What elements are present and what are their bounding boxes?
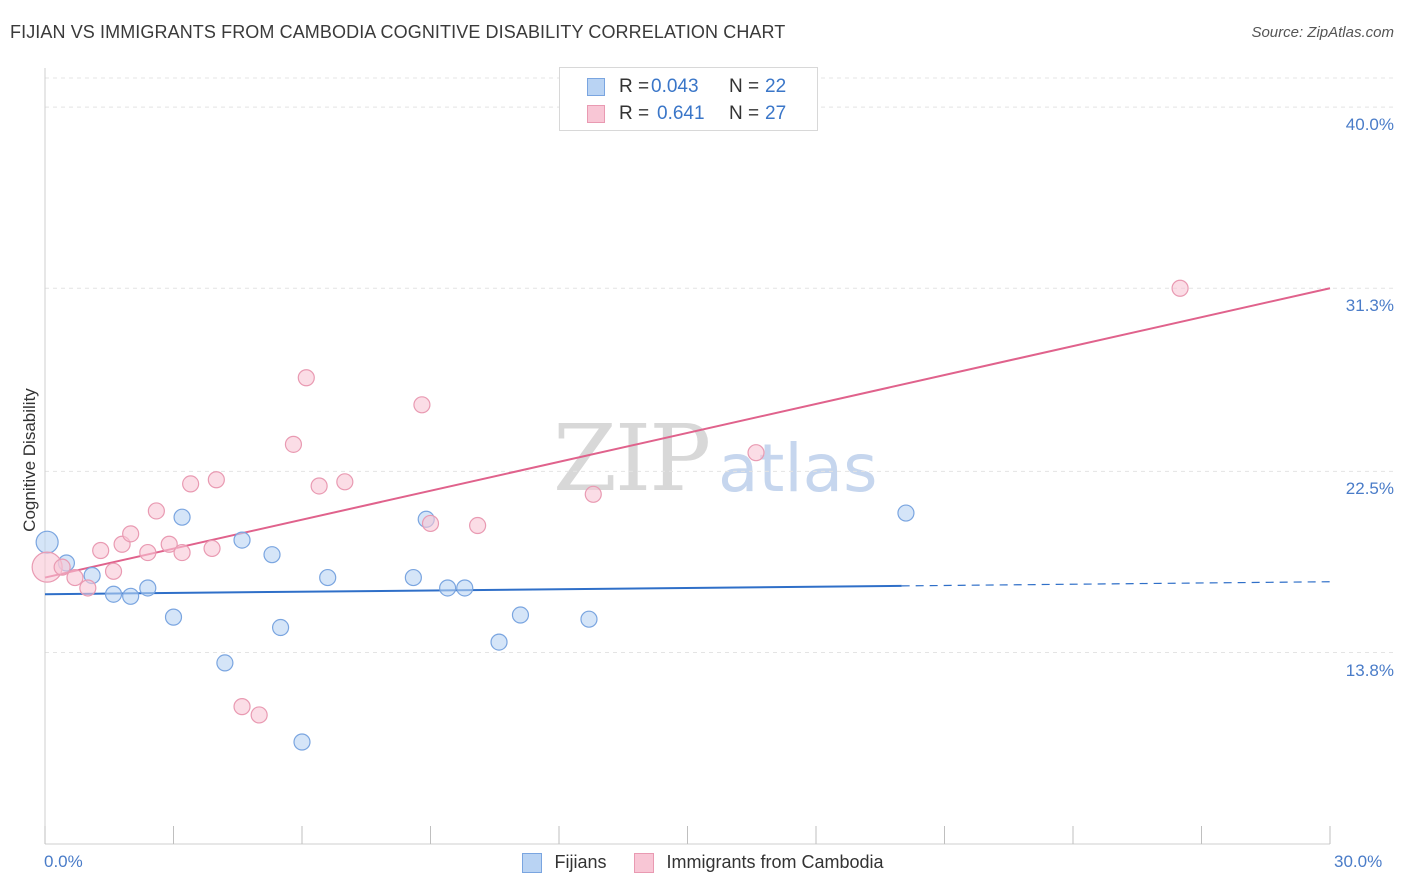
fijians-point	[216, 654, 234, 672]
fijians-point	[319, 568, 337, 587]
cambodia-point	[122, 525, 140, 543]
cambodia-point	[413, 396, 431, 414]
legend-item-cambodia[interactable]: Immigrants from Cambodia	[634, 852, 884, 873]
chart-title: FIJIAN VS IMMIGRANTS FROM CAMBODIA COGNI…	[10, 22, 786, 42]
cambodia-point	[250, 706, 268, 724]
y-axis-label: Cognitive Disability	[20, 388, 39, 532]
legend-row-cambodia: R = 0.641 N = 27	[587, 103, 786, 125]
n-label: N =	[729, 103, 760, 124]
fijians-point	[164, 608, 183, 626]
n-value: 22	[765, 76, 787, 97]
legend-label-cambodia: Immigrants from Cambodia	[666, 852, 884, 872]
cambodia-point	[66, 568, 84, 587]
series-legend: Fijians Immigrants from Cambodia	[0, 852, 1406, 873]
fijians-point	[293, 733, 311, 751]
r-label: R =	[619, 76, 650, 97]
fijians-point	[173, 508, 191, 526]
fijians-point	[263, 546, 281, 564]
cambodia-point	[203, 539, 221, 558]
cambodia-point	[1171, 279, 1189, 297]
cambodia-point	[207, 471, 225, 489]
cambodia-point	[182, 475, 200, 493]
r-value: 0.641	[657, 103, 705, 124]
cambodia-point	[160, 535, 178, 553]
fijians-point	[404, 568, 422, 587]
fijians-point	[233, 531, 251, 549]
cambodia-point	[284, 435, 303, 453]
x-tick-label-min: 0.0%	[44, 852, 83, 871]
watermark-atlas: atlas	[718, 430, 878, 507]
fijians-point	[439, 579, 457, 597]
r-label: R =	[619, 103, 650, 124]
cambodia-point	[79, 579, 97, 597]
cambodia-point	[584, 485, 602, 503]
fijians-point	[104, 585, 123, 603]
watermark-zip: ZIP	[553, 405, 711, 512]
fijians-swatch	[522, 852, 543, 873]
source-credit: Source: ZipAtlas.com	[1251, 24, 1394, 41]
fijians-point	[897, 504, 915, 522]
y-tick-label: 22.5%	[1345, 479, 1394, 499]
cambodia-point	[173, 543, 191, 562]
fijians-point	[139, 579, 157, 597]
cambodia-point	[421, 514, 440, 533]
fijians-point	[580, 610, 598, 628]
fijians-trend-extension	[901, 581, 1331, 587]
cambodia-point	[139, 543, 157, 562]
fijians-trend-line	[44, 584, 902, 596]
cambodia-point	[104, 562, 123, 580]
legend-row-fijians: R = 0.043 N = 22	[587, 76, 786, 98]
r-value: 0.043	[651, 76, 699, 97]
y-tick-label: 31.3%	[1345, 296, 1394, 316]
fijians-point	[490, 633, 508, 651]
n-label: N =	[729, 76, 760, 97]
cambodia-point	[310, 477, 328, 495]
x-tick-label-max: 30.0%	[1334, 852, 1383, 871]
fijians-point	[511, 606, 530, 624]
fijians-point	[122, 587, 140, 605]
cambodia-point	[747, 444, 765, 462]
cambodia-point	[297, 369, 315, 387]
cambodia-point	[336, 473, 354, 491]
y-tick-label: 40.0%	[1345, 115, 1394, 135]
cambodia-swatch	[634, 852, 655, 873]
stats-legend: R = 0.043 N = 22 R = 0.641 N = 27	[559, 67, 818, 131]
legend-label-fijians: Fijians	[554, 852, 607, 872]
cambodia-point	[53, 558, 71, 576]
y-tick-label: 13.8%	[1345, 660, 1394, 680]
fijians-swatch	[587, 78, 605, 96]
cambodia-swatch	[587, 105, 605, 123]
cambodia-point	[233, 698, 251, 716]
fijians-point	[35, 530, 59, 554]
cambodia-point	[469, 516, 487, 535]
legend-item-fijians[interactable]: Fijians	[522, 852, 606, 873]
cambodia-trend-line	[44, 287, 1331, 579]
fijians-point	[271, 618, 290, 637]
cambodia-point	[147, 502, 165, 520]
n-value: 27	[765, 103, 787, 124]
cambodia-point	[92, 541, 110, 560]
fijians-point	[456, 579, 474, 597]
